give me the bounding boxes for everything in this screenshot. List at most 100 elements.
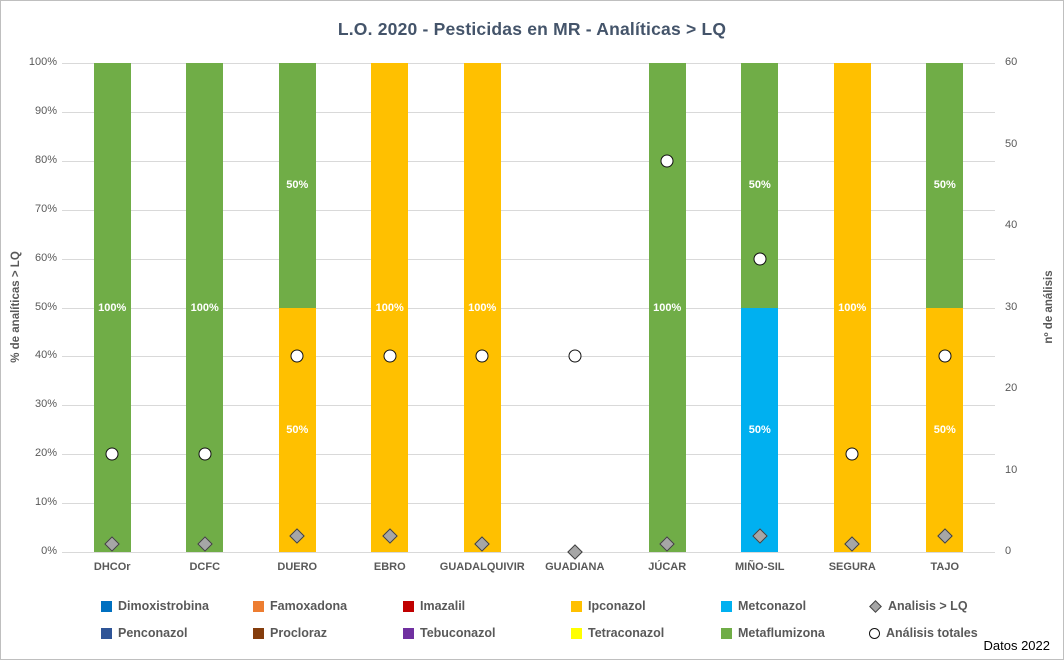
footer-note: Datos 2022 <box>983 638 1051 653</box>
bar-segment-ipconazol: 100% <box>833 63 871 552</box>
circle-marker-icon <box>869 627 880 639</box>
left-axis-tick: 50% <box>34 300 57 313</box>
right-axis-tick: 20 <box>1005 382 1018 394</box>
right-axis-tick: 30 <box>1005 300 1018 313</box>
gridline <box>62 503 995 505</box>
x-axis-label: DCFC <box>189 561 221 573</box>
legend-swatch-icon <box>253 627 264 639</box>
bar-segment-label: 50% <box>748 423 771 436</box>
x-axis-label: EBRO <box>373 561 406 573</box>
gridline <box>62 258 995 260</box>
total-analysis-marker <box>938 349 952 363</box>
legend-label: Imazalil <box>420 599 466 613</box>
bar-segment-label: 100% <box>375 301 404 314</box>
x-axis-label: DHCOr <box>93 561 131 573</box>
legend-label: Famoxadona <box>270 599 348 613</box>
legend-swatch-icon <box>253 600 264 612</box>
left-axis-tick: 10% <box>34 496 57 509</box>
legend-swatch-icon <box>101 627 112 639</box>
bar-segment-metconazol: 50% <box>741 307 779 552</box>
left-axis-tick: 60% <box>34 251 57 264</box>
legend-item-metconazol: Metconazol <box>721 599 806 613</box>
plot-area: 100% 100% 50% 50% 100% 100% 100% 50% 50% 100% 50% 5… <box>62 63 995 560</box>
bar-segment-label: 50% <box>286 179 309 192</box>
legend-swatch-icon <box>403 627 414 639</box>
total-analysis-marker <box>568 349 582 363</box>
left-axis-tick: 100% <box>28 56 57 68</box>
legend-swatch-icon <box>101 600 112 612</box>
bar-segment-label: 100% <box>190 301 219 314</box>
x-axis-label: SEGURA <box>828 561 876 573</box>
bar-segment-label: 50% <box>933 179 956 192</box>
bar-segment-metaflumizona: 50% <box>741 63 779 308</box>
bar-segment-ipconazol: 50% <box>926 307 964 552</box>
legend-label: Metconazol <box>738 599 807 613</box>
legend-item-procloraz: Procloraz <box>253 626 327 640</box>
x-axis-label: DUERO <box>277 561 318 573</box>
legend-label: Tetraconazol <box>588 626 665 640</box>
left-axis-tick: 30% <box>34 398 57 411</box>
right-axis-tick: 10 <box>1005 463 1018 476</box>
legend-label: Metaflumizona <box>738 626 825 640</box>
legend-label: Tebuconazol <box>420 626 496 640</box>
right-axis-tick: 40 <box>1005 219 1018 231</box>
legend-item-ipconazol: Ipconazol <box>571 599 646 613</box>
legend-item-famoxadona: Famoxadona <box>253 599 347 613</box>
bar-segment-metaflumizona: 100% <box>93 63 131 552</box>
right-axis-tick: 0 <box>1005 545 1012 557</box>
total-analysis-marker <box>660 154 674 168</box>
x-axis-label: JÚCAR <box>648 561 687 573</box>
legend-item-imazalil: Imazalil <box>403 599 465 613</box>
gridline <box>62 356 995 358</box>
bar-segment-metaflumizona: 50% <box>926 63 964 308</box>
gridline <box>62 160 995 162</box>
x-axis-label: MIÑO-SIL <box>735 561 785 573</box>
left-axis-tick: 0% <box>41 545 57 557</box>
x-axis-label: GUADIANA <box>545 561 605 573</box>
legend-item-analisis-lq: Analisis > LQ <box>869 599 968 613</box>
total-analysis-marker <box>198 447 212 461</box>
left-axis-tick: 20% <box>34 447 57 460</box>
legend-label: Análisis totales <box>886 626 978 640</box>
left-axis-title: % de analíticas > LQ <box>10 251 22 363</box>
gridline <box>62 63 995 64</box>
bar-segment-label: 50% <box>286 423 309 436</box>
legend-item-dimoxistrobina: Dimoxistrobina <box>101 599 209 613</box>
total-analysis-marker <box>105 447 119 461</box>
legend-swatch-icon <box>571 600 582 612</box>
chart-title: L.O. 2020 - Pesticidas en MR - Analítica… <box>337 19 727 39</box>
bar-segment-label: 50% <box>748 179 771 192</box>
bar-segment-label: 100% <box>468 301 497 314</box>
gridline <box>62 454 995 456</box>
left-axis-tick: 40% <box>34 349 57 362</box>
right-axis-tick: 60 <box>1005 56 1018 68</box>
gridline <box>62 405 995 407</box>
legend-label: Ipconazol <box>588 599 646 613</box>
analysis-lq-marker <box>566 544 583 560</box>
legend-label: Dimoxistrobina <box>118 599 209 613</box>
bar-segment-metaflumizona: 50% <box>278 63 316 308</box>
legend-swatch-icon <box>571 627 582 639</box>
x-axis-label: TAJO <box>930 561 960 573</box>
legend-label: Penconazol <box>118 626 188 640</box>
bar-segment-label: 100% <box>838 301 867 314</box>
total-analysis-marker <box>753 252 767 266</box>
legend-label: Procloraz <box>270 626 327 640</box>
legend-swatch-icon <box>721 627 732 639</box>
legend-swatch-icon <box>721 600 732 612</box>
legend-item-metaflumizona: Metaflumizona <box>721 626 825 640</box>
legend-swatch-icon <box>403 600 414 612</box>
bar-segment-metaflumizona: 100% <box>648 63 686 552</box>
right-axis-tick: 50 <box>1005 137 1018 150</box>
right-axis-title: nº de análisis <box>1043 270 1055 344</box>
legend-label: Analisis > LQ <box>888 599 968 613</box>
total-analysis-marker <box>290 349 304 363</box>
left-axis-tick: 90% <box>34 104 57 117</box>
total-analysis-marker <box>475 349 489 363</box>
left-axis-tick: 80% <box>34 153 57 166</box>
bar-segment-label: 50% <box>933 423 956 436</box>
bar-segment-ipconazol: 100% <box>371 63 409 552</box>
bar-segment-label: 100% <box>98 301 127 314</box>
total-analysis-marker <box>845 447 859 461</box>
